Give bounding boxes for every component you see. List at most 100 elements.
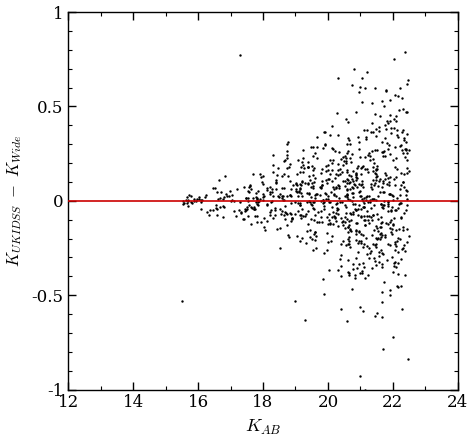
- Point: [271, 205, 279, 212]
- Point: [256, 196, 264, 203]
- Point: [386, 218, 394, 225]
- Point: [264, 185, 271, 192]
- Point: [272, 176, 280, 183]
- Point: [368, 119, 376, 126]
- Point: [383, 139, 391, 146]
- Point: [401, 210, 408, 217]
- Point: [369, 212, 376, 219]
- Point: [400, 134, 408, 141]
- Point: [377, 219, 385, 226]
- Point: [368, 100, 375, 107]
- Point: [346, 140, 354, 147]
- Point: [184, 198, 191, 205]
- Point: [369, 265, 376, 272]
- Point: [327, 170, 334, 177]
- Point: [330, 192, 337, 199]
- Point: [372, 261, 380, 268]
- Point: [363, 69, 371, 76]
- Point: [213, 202, 220, 209]
- Point: [228, 197, 235, 204]
- Point: [329, 145, 337, 152]
- Point: [249, 171, 257, 178]
- Point: [247, 185, 255, 192]
- Point: [232, 212, 240, 219]
- Point: [392, 154, 400, 161]
- Point: [264, 186, 271, 193]
- Point: [179, 201, 186, 208]
- Point: [398, 129, 406, 136]
- Point: [345, 224, 352, 231]
- Point: [385, 179, 392, 186]
- Point: [334, 222, 342, 229]
- Point: [246, 182, 254, 189]
- Point: [325, 267, 332, 274]
- Point: [378, 218, 386, 225]
- Point: [240, 215, 248, 222]
- Point: [343, 140, 350, 147]
- Point: [357, 212, 365, 219]
- Point: [337, 272, 345, 280]
- Point: [283, 210, 291, 217]
- Point: [336, 170, 343, 177]
- Point: [248, 204, 256, 211]
- Point: [397, 141, 405, 148]
- Point: [303, 198, 310, 206]
- Point: [404, 355, 411, 362]
- Point: [335, 184, 342, 191]
- Point: [348, 82, 356, 89]
- Point: [344, 195, 352, 202]
- Point: [220, 203, 228, 210]
- Point: [357, 240, 365, 247]
- Point: [227, 187, 234, 194]
- Point: [273, 178, 280, 185]
- Point: [295, 207, 302, 214]
- Point: [310, 198, 318, 206]
- Point: [371, 180, 379, 187]
- Point: [392, 259, 399, 266]
- Point: [247, 220, 255, 227]
- Point: [388, 253, 396, 260]
- Point: [359, 244, 367, 251]
- Point: [339, 218, 347, 225]
- Point: [344, 191, 351, 198]
- Point: [341, 218, 348, 225]
- Point: [398, 214, 405, 221]
- Point: [391, 207, 399, 214]
- Point: [322, 163, 329, 170]
- Point: [325, 195, 332, 202]
- Point: [342, 202, 349, 209]
- Point: [367, 184, 374, 191]
- Point: [379, 148, 386, 155]
- Point: [320, 206, 328, 213]
- Point: [346, 209, 354, 216]
- Point: [345, 135, 352, 142]
- Point: [306, 198, 313, 205]
- Point: [283, 151, 291, 158]
- Point: [269, 192, 277, 199]
- Point: [371, 170, 379, 177]
- Point: [357, 181, 365, 188]
- Point: [257, 174, 264, 181]
- Point: [322, 195, 329, 202]
- Point: [381, 232, 389, 239]
- Point: [319, 218, 326, 225]
- Point: [283, 155, 291, 162]
- Point: [369, 196, 377, 203]
- Point: [245, 195, 252, 202]
- Point: [386, 191, 393, 198]
- Point: [286, 178, 294, 185]
- Point: [257, 219, 264, 226]
- Point: [361, 274, 368, 281]
- Point: [383, 171, 390, 179]
- Point: [386, 287, 393, 294]
- Point: [370, 182, 377, 189]
- Point: [319, 276, 327, 283]
- Point: [376, 236, 384, 243]
- Point: [183, 194, 191, 201]
- Point: [367, 205, 374, 212]
- Point: [342, 157, 350, 164]
- Point: [326, 220, 333, 227]
- Point: [346, 233, 353, 241]
- Point: [376, 223, 384, 230]
- Point: [216, 194, 224, 202]
